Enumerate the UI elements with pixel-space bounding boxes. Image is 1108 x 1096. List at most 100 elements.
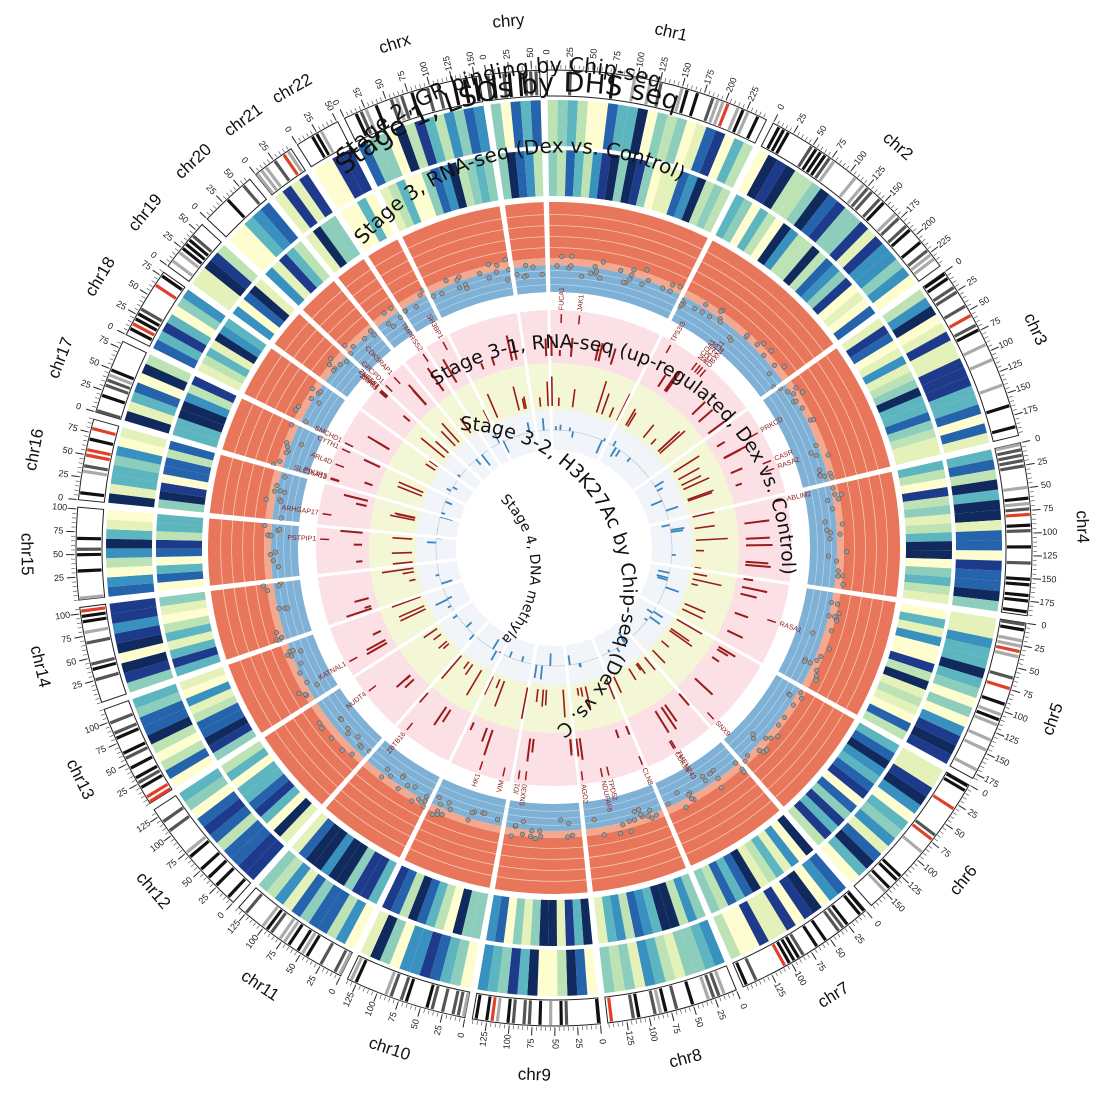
stage2-heat-cell	[895, 627, 942, 647]
tick-label: 75	[525, 1038, 535, 1048]
rna-point	[761, 352, 767, 358]
minor-tick	[887, 201, 892, 205]
minor-tick	[86, 426, 91, 429]
minor-tick	[164, 831, 169, 835]
track-3-2-bar	[433, 633, 442, 641]
stage1-heat-cell	[867, 267, 910, 304]
rna-gridline	[857, 479, 866, 593]
ideogram-band	[400, 95, 411, 120]
ideogram-band	[227, 878, 247, 898]
rna-point	[331, 367, 337, 373]
stage1-heat-cell	[663, 932, 686, 980]
segment-separator	[472, 644, 538, 992]
ideogram-band	[137, 769, 161, 785]
stage1-heat-cell	[197, 791, 240, 828]
ideogram-chr14	[79, 603, 127, 703]
ideogram-band	[188, 238, 210, 257]
rna-point	[834, 618, 840, 624]
minor-tick	[785, 125, 788, 129]
minor-tick	[249, 919, 253, 924]
rna-point	[824, 527, 830, 533]
minor-tick	[86, 667, 91, 669]
ideogram-band	[301, 932, 317, 955]
minor-tick	[96, 702, 101, 705]
minor-tick	[436, 1012, 439, 1017]
track-3-2-bar	[595, 380, 608, 413]
track-3-1-bar	[723, 445, 747, 460]
track-3-2-bar	[687, 489, 714, 501]
stage2-heat-cell	[164, 457, 212, 476]
stage2-heat-cell	[902, 589, 950, 605]
ideogram-band	[522, 999, 527, 1025]
ideogram-band	[359, 111, 373, 135]
stage2-heat-cell	[313, 828, 348, 871]
minor-tick	[988, 749, 993, 752]
minor-tick	[109, 358, 114, 361]
minor-tick	[445, 77, 448, 82]
stage2-heat-cell	[404, 175, 430, 222]
rna-point	[790, 391, 796, 397]
track-3-2-bar	[626, 412, 637, 428]
stage2-heat-cell	[171, 646, 219, 668]
stage1-heat-cell	[123, 660, 171, 684]
minor-tick	[965, 793, 969, 796]
track-3-1-bar	[426, 367, 445, 392]
minor-tick	[274, 153, 278, 158]
minor-tick	[190, 863, 195, 867]
rna-point	[339, 716, 345, 722]
minor-tick	[156, 272, 161, 276]
minor-tick	[646, 74, 649, 79]
minor-tick	[90, 410, 95, 412]
stage2-heat-cell	[750, 217, 784, 261]
rna-point	[299, 442, 305, 448]
stage1-heat-cell	[584, 101, 599, 148]
stage2-heat-cell	[464, 158, 483, 205]
stage2-heat-cell	[197, 362, 243, 391]
minor-tick	[828, 151, 831, 156]
stage1-heat-cell	[664, 117, 688, 165]
track-4-bar	[579, 662, 582, 668]
minor-tick	[419, 84, 421, 89]
track-4-bar	[571, 431, 574, 438]
stage1-heat-cell	[109, 483, 157, 499]
tick-label: 50	[104, 765, 117, 778]
ideogram-band	[333, 949, 348, 973]
minor-tick	[383, 996, 386, 1001]
track-3-1-bar	[730, 467, 743, 475]
stage1-heat-cell	[937, 413, 985, 437]
ideogram-band	[986, 680, 1011, 691]
ideogram-band	[91, 426, 116, 436]
ideogram-band	[991, 425, 1016, 435]
minor-tick	[666, 1013, 669, 1018]
rna-down-gridline	[515, 277, 546, 281]
minor-tick	[882, 896, 886, 900]
minor-tick	[914, 863, 918, 867]
rna-up-band	[746, 691, 855, 807]
rna-down-gridline	[516, 284, 547, 288]
stage1-heat-cell	[357, 140, 387, 187]
rna-down-gridline	[291, 476, 301, 522]
minor-tick	[682, 82, 684, 87]
ideogram-band	[523, 71, 529, 96]
minor-tick	[76, 622, 81, 624]
stage1-heat-cell	[547, 100, 558, 147]
minor-tick	[879, 899, 883, 903]
rna-point	[508, 833, 514, 839]
minor-tick	[746, 105, 749, 110]
gene-tick	[379, 391, 387, 399]
minor-tick	[176, 846, 180, 850]
tick-label: 150	[1041, 574, 1057, 585]
minor-tick	[976, 319, 980, 323]
ideogram-band	[732, 109, 745, 133]
ideogram-band	[399, 976, 411, 1001]
stage1-heat-cell	[112, 616, 160, 634]
minor-tick	[314, 128, 317, 133]
stage2-heat-cell	[312, 225, 348, 269]
minor-tick	[999, 724, 1004, 727]
stage2-heat-cell	[175, 417, 222, 441]
tick-label: 75	[94, 743, 107, 756]
rna-point	[799, 389, 806, 395]
stage1-heat-cell	[236, 224, 277, 265]
gene-tick	[330, 477, 340, 482]
rna-point	[825, 497, 831, 504]
